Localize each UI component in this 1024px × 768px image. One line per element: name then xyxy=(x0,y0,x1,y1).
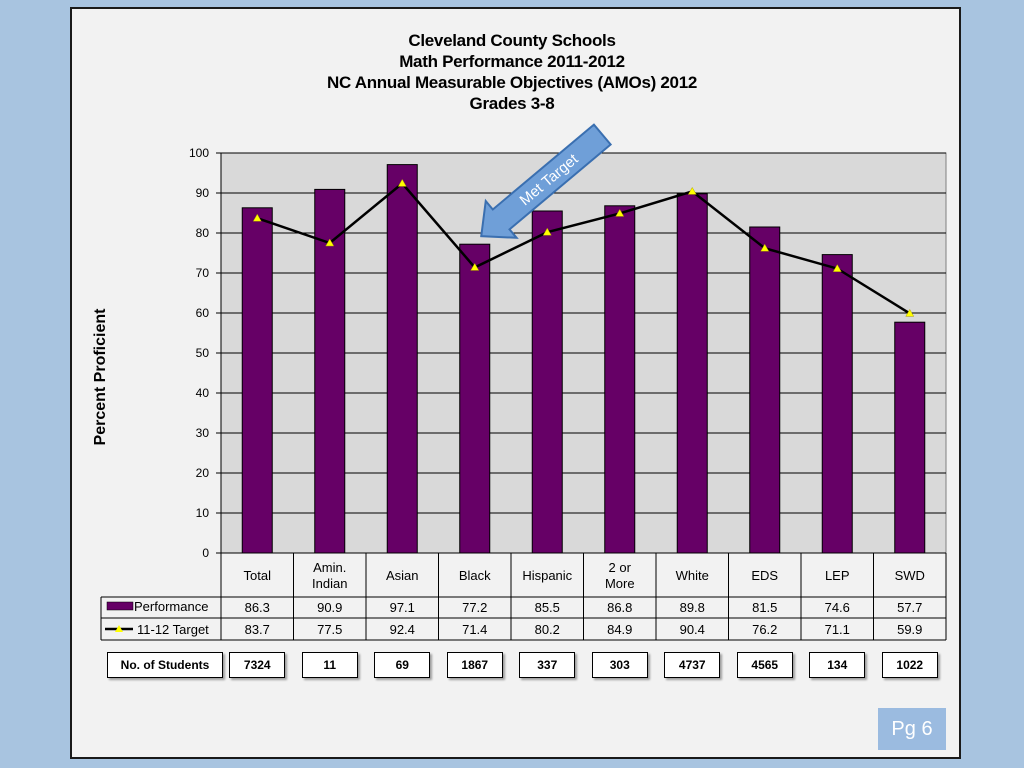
page-number-badge: Pg 6 xyxy=(878,708,946,750)
table-cell-target: 71.4 xyxy=(462,622,487,637)
y-tick-label: 30 xyxy=(196,426,210,440)
x-tick-label: EDS xyxy=(751,568,778,583)
x-tick-label: SWD xyxy=(895,568,925,583)
table-cell-performance: 89.8 xyxy=(680,600,705,615)
bar xyxy=(386,164,418,554)
students-count: 69 xyxy=(374,652,431,678)
target-marker xyxy=(687,186,697,195)
bar xyxy=(314,188,346,554)
target-marker xyxy=(615,208,625,217)
students-count: 11 xyxy=(301,652,358,678)
bar xyxy=(531,210,563,554)
table-cell-target: 76.2 xyxy=(752,622,777,637)
students-count: 4737 xyxy=(664,652,721,678)
target-marker xyxy=(470,262,480,271)
table-cell-target: 71.1 xyxy=(825,622,850,637)
table-cell-performance: 57.7 xyxy=(897,600,922,615)
x-tick-label: Amin. Indian xyxy=(312,560,347,591)
title-line-3: NC Annual Measurable Objectives (AMOs) 2… xyxy=(326,73,698,92)
y-tick-label: 100 xyxy=(189,146,209,160)
y-tick-label: 0 xyxy=(202,546,209,560)
y-tick-label: 60 xyxy=(196,306,210,320)
x-tick-label: 2 or More xyxy=(605,560,635,591)
target-marker xyxy=(252,213,262,222)
legend-key-performance xyxy=(106,601,134,611)
table-cell-target: 90.4 xyxy=(680,622,705,637)
table-cell-performance: 85.5 xyxy=(535,600,560,615)
x-tick-label: Total xyxy=(244,568,272,583)
bar xyxy=(821,254,853,554)
target-marker xyxy=(760,243,770,252)
bar xyxy=(676,193,708,554)
table-cell-performance: 97.1 xyxy=(390,600,415,615)
legend-key-target-marker xyxy=(115,625,123,632)
table-cell-target: 77.5 xyxy=(317,622,342,637)
table-cell-target: 59.9 xyxy=(897,622,922,637)
students-count: 303 xyxy=(591,652,648,678)
table-cell-performance: 77.2 xyxy=(462,600,487,615)
y-tick-label: 40 xyxy=(196,386,210,400)
y-tick-label: 10 xyxy=(196,506,210,520)
bar xyxy=(604,205,636,554)
table-cell-performance: 86.8 xyxy=(607,600,632,615)
y-tick-label: 80 xyxy=(196,226,210,240)
table-cell-performance: 74.6 xyxy=(825,600,850,615)
students-count: 4565 xyxy=(736,652,793,678)
bar xyxy=(241,207,273,554)
title-line-4: Grades 3-8 xyxy=(469,94,555,113)
students-count: 7324 xyxy=(229,652,286,678)
title-line-2: Math Performance 2011-2012 xyxy=(399,52,625,71)
students-count: 134 xyxy=(809,652,866,678)
x-tick-label: Hispanic xyxy=(522,568,572,583)
table-cell-performance: 81.5 xyxy=(752,600,777,615)
table-cell-performance: 86.3 xyxy=(245,600,270,615)
legend-label-performance: Performance xyxy=(134,599,208,614)
target-marker xyxy=(397,178,407,187)
y-tick-label: 20 xyxy=(196,466,210,480)
bar xyxy=(459,243,491,554)
arrow-shape xyxy=(480,123,613,239)
target-marker xyxy=(325,238,335,247)
students-count: 1022 xyxy=(881,652,938,678)
target-line xyxy=(256,181,911,315)
x-tick-label: Asian xyxy=(386,568,419,583)
x-tick-label: White xyxy=(676,568,709,583)
table-cell-target: 80.2 xyxy=(535,622,560,637)
title-line-1: Cleveland County Schools xyxy=(408,31,616,50)
x-tick-label: Black xyxy=(459,568,491,583)
students-count: 337 xyxy=(519,652,576,678)
table-cell-target: 83.7 xyxy=(245,622,270,637)
x-tick-label: LEP xyxy=(825,568,850,583)
target-marker xyxy=(905,308,915,317)
table-cell-target: 84.9 xyxy=(607,622,632,637)
bar xyxy=(749,226,781,554)
chart-title: Cleveland County Schools Math Performanc… xyxy=(0,30,1024,114)
y-tick-label: 50 xyxy=(196,346,210,360)
legend-label-target: 11-12 Target xyxy=(137,622,209,637)
students-count: 1867 xyxy=(446,652,503,678)
target-marker xyxy=(542,227,552,236)
target-marker xyxy=(832,264,842,272)
table-cell-performance: 90.9 xyxy=(317,600,342,615)
y-tick-label: 70 xyxy=(196,266,210,280)
bar xyxy=(894,321,926,554)
table-cell-target: 92.4 xyxy=(390,622,415,637)
y-tick-label: 90 xyxy=(196,186,210,200)
students-label: No. of Students xyxy=(107,652,223,678)
